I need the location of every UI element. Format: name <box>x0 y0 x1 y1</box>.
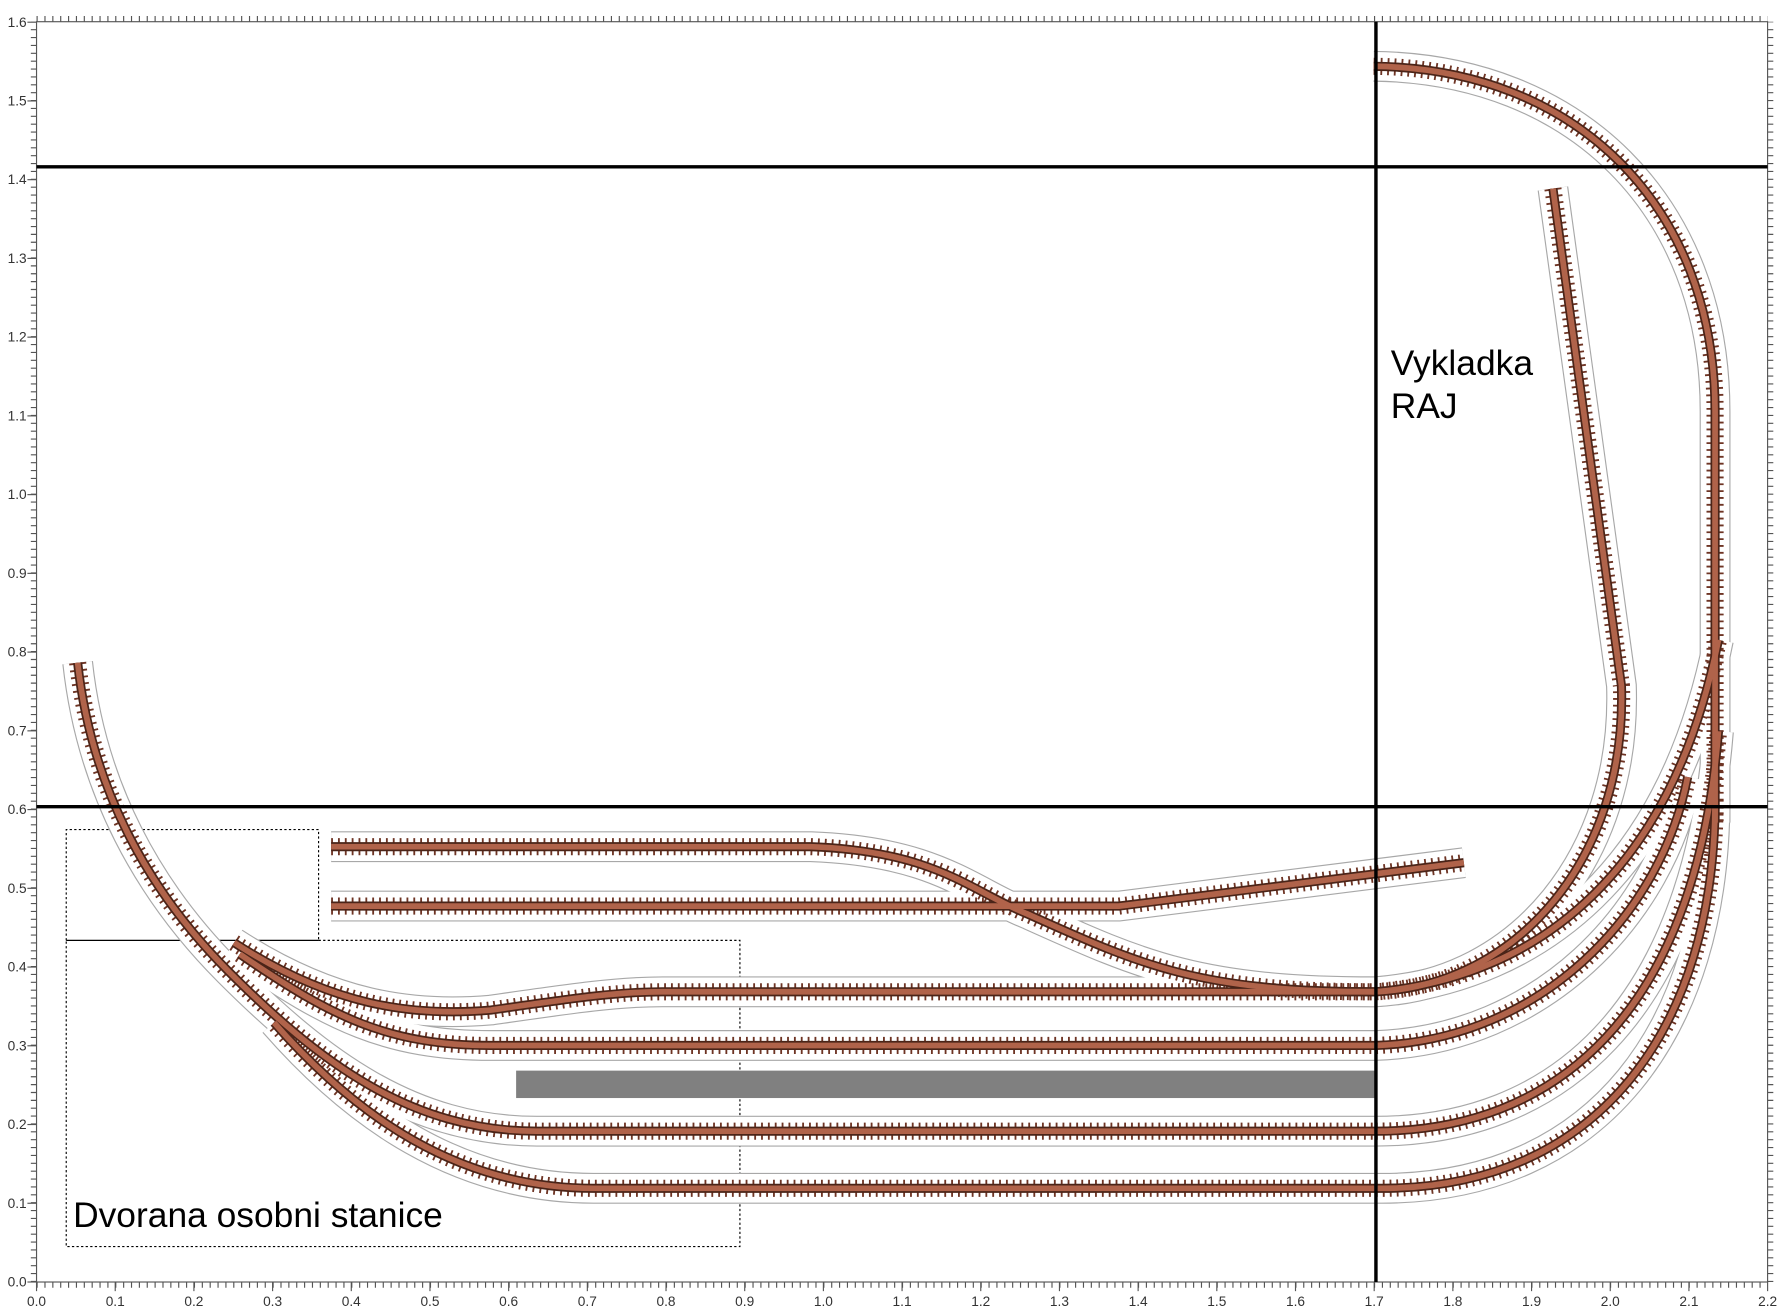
x-tick-label: 0.2 <box>184 1294 203 1309</box>
x-tick-label: 2.2 <box>1758 1294 1777 1309</box>
x-tick-label: 2.0 <box>1601 1294 1620 1309</box>
track <box>1375 731 1722 1135</box>
track <box>331 859 1465 909</box>
x-tick-label: 1.1 <box>893 1294 912 1309</box>
y-tick-label: 0.3 <box>8 1038 27 1053</box>
y-tick-label: 0.0 <box>8 1275 27 1290</box>
track <box>232 940 1376 1015</box>
area-label: Dvorana osobni stanice <box>73 1195 443 1235</box>
x-tick-label: 0.4 <box>342 1294 361 1309</box>
x-tick-label: 2.1 <box>1679 1294 1698 1309</box>
track <box>331 843 1376 995</box>
y-tick-label: 1.2 <box>8 330 27 345</box>
y-tick-label: 0.8 <box>8 645 27 660</box>
tracks <box>62 50 1734 1204</box>
y-tick-label: 1.6 <box>8 15 27 30</box>
y-tick-label: 1.4 <box>8 172 27 187</box>
y-tick-label: 0.1 <box>8 1196 27 1211</box>
y-tick-label: 0.7 <box>8 723 27 738</box>
x-tick-label: 1.9 <box>1522 1294 1541 1309</box>
frame <box>27 15 1774 1292</box>
y-tick-label: 1.0 <box>8 487 27 502</box>
y-tick-label: 1.3 <box>8 251 27 266</box>
track <box>74 662 1376 1135</box>
x-tick-label: 0.1 <box>106 1294 125 1309</box>
grid-lines <box>36 21 1768 1283</box>
x-tick-label: 1.6 <box>1286 1294 1305 1309</box>
x-tick-label: 0.3 <box>263 1294 282 1309</box>
track <box>271 799 1718 1192</box>
track <box>238 951 1376 1049</box>
x-tick-label: 0.9 <box>735 1294 754 1309</box>
track <box>1375 776 1691 1049</box>
area-label: RAJ <box>1391 386 1458 426</box>
track <box>1375 639 1722 995</box>
x-tick-label: 1.8 <box>1443 1294 1462 1309</box>
x-tick-label: 1.7 <box>1365 1294 1384 1309</box>
x-tick-label: 1.0 <box>814 1294 833 1309</box>
platform <box>516 1070 1376 1099</box>
area-label: Vykladka <box>1391 343 1534 383</box>
x-tick-label: 0.5 <box>420 1294 439 1309</box>
y-tick-label: 1.1 <box>8 408 27 423</box>
x-tick-label: 0.7 <box>578 1294 597 1309</box>
y-tick-label: 0.6 <box>8 802 27 817</box>
x-tick-label: 1.4 <box>1129 1294 1148 1309</box>
track <box>1373 63 1718 823</box>
x-tick-label: 1.2 <box>971 1294 990 1309</box>
y-tick-label: 0.4 <box>8 960 27 975</box>
y-tick-label: 0.5 <box>8 881 27 896</box>
y-tick-label: 1.5 <box>8 94 27 109</box>
zone-outline <box>65 828 320 941</box>
x-tick-label: 1.5 <box>1207 1294 1226 1309</box>
x-tick-label: 0.6 <box>499 1294 518 1309</box>
zone-outline <box>65 939 741 1248</box>
x-tick-label: 0.8 <box>657 1294 676 1309</box>
x-tick-label: 1.3 <box>1050 1294 1069 1309</box>
y-tick-label: 0.2 <box>8 1117 27 1132</box>
y-tick-label: 0.9 <box>8 566 27 581</box>
x-tick-label: 0.0 <box>27 1294 46 1309</box>
